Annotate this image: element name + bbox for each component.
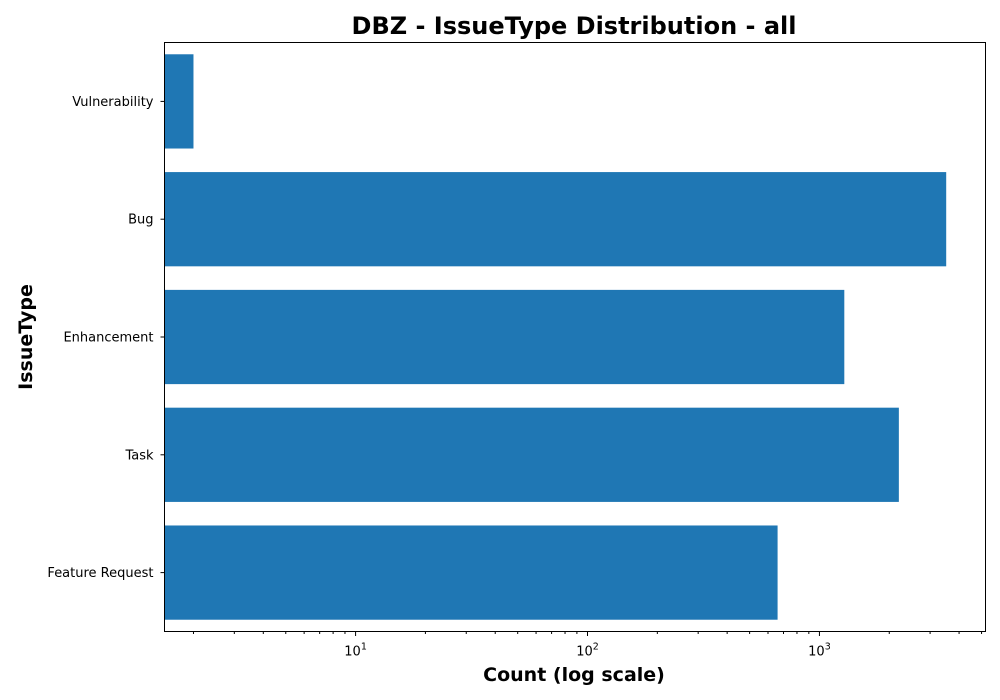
x-tick-label-base: 10 xyxy=(576,645,593,660)
bar-task xyxy=(164,407,899,502)
x-tick-label-base: 10 xyxy=(344,645,361,660)
bars-group xyxy=(164,54,947,620)
x-ticks-group: 101 102 103 xyxy=(192,631,983,660)
y-tick-label: Task xyxy=(124,448,154,463)
y-tick-label: Enhancement xyxy=(63,331,153,346)
bar-feature-request xyxy=(164,525,778,620)
bar-enhancement xyxy=(164,289,845,385)
y-axis-label: IssueType xyxy=(15,284,37,390)
bar-vulnerability xyxy=(164,54,194,149)
x-tick-label-exponent: 3 xyxy=(825,642,831,653)
y-ticks-group: Feature Request Task Enhancement Bug Vulnera… xyxy=(47,95,165,581)
chart-title: DBZ - IssueType Distribution - all xyxy=(352,12,797,40)
x-tick-label: 102 xyxy=(576,642,599,660)
x-tick-label: 103 xyxy=(808,642,831,660)
y-tick-label: Vulnerability xyxy=(72,95,154,110)
x-axis-label: Count (log scale) xyxy=(483,664,665,686)
x-tick-label-exponent: 1 xyxy=(361,642,367,653)
x-tick-label-base: 10 xyxy=(808,645,825,660)
bar-bug xyxy=(164,172,947,267)
y-tick-label: Feature Request xyxy=(47,566,153,581)
plot-frame xyxy=(164,42,986,632)
x-tick-label-exponent: 2 xyxy=(593,642,599,653)
x-tick-label: 101 xyxy=(344,642,367,660)
y-tick-label: Bug xyxy=(128,213,153,228)
